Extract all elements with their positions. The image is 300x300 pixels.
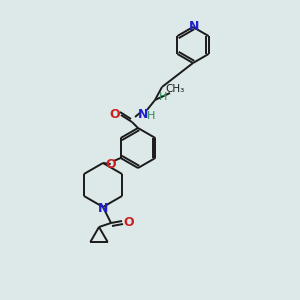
Text: H: H — [159, 92, 167, 102]
Text: CH₃: CH₃ — [165, 84, 184, 94]
Text: O: O — [105, 158, 116, 170]
Text: N: N — [98, 202, 108, 214]
Text: O: O — [124, 215, 134, 229]
Text: N: N — [138, 109, 148, 122]
Text: N: N — [189, 20, 199, 32]
Text: H: H — [147, 111, 155, 121]
Text: O: O — [110, 107, 120, 121]
